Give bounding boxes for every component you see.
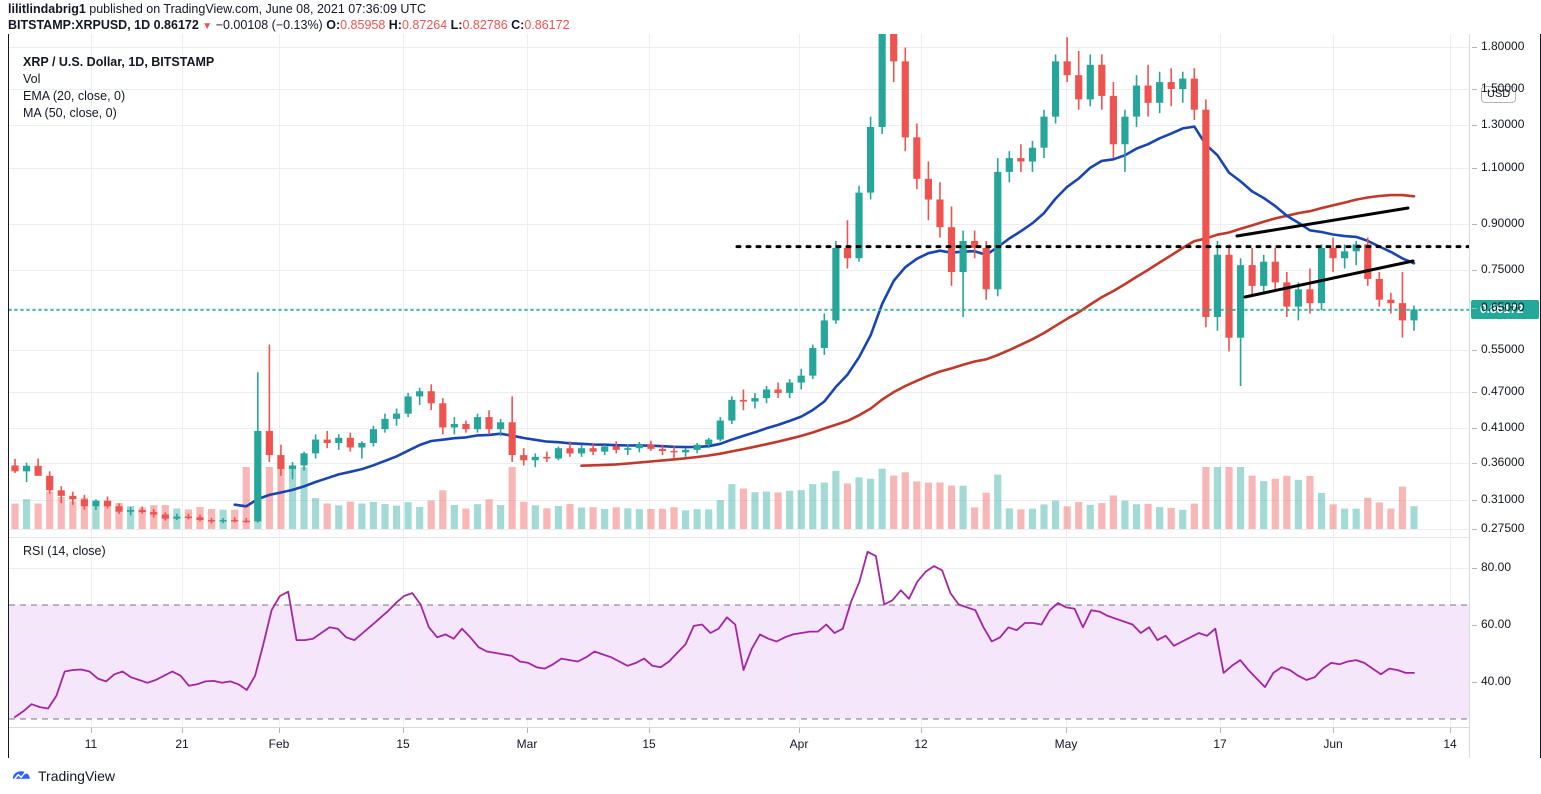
tick-dash [1472,463,1477,464]
currency-badge: USD [1481,86,1517,103]
chart-frame: 11 21 Feb 15 Mar 15 Apr 12 May 17 Jun 14 XRP / U.S.… [0,34,1541,758]
open-value: 0.85958 [340,18,386,32]
chart-header: lilitlindabrig1 published on TradingView… [0,0,1541,34]
price-axis-tick-label: 1.30000 [1481,117,1525,131]
time-axis-tick-label[interactable]: Apr [789,737,809,751]
tick-dash [1472,89,1477,90]
time-axis-tick-label[interactable]: 14 [1443,737,1457,751]
time-axis-tick-label[interactable]: 15 [642,737,656,751]
high-label: H: [388,18,402,32]
time-axis-tick-mark [1220,728,1221,733]
price-pane[interactable] [9,34,1470,537]
last-price: 0.86172 [153,18,199,32]
price-axis-tick-label: 0.75000 [1481,262,1525,276]
price-axis-tick-label: 0.65000 [1481,300,1525,314]
close-value: 0.86172 [524,18,570,32]
current-price-tag: 0.86172 [1471,299,1539,319]
time-axis-tick-label[interactable]: Mar [516,737,538,751]
time-axis-tick-mark [1066,728,1067,733]
tick-dash [1472,625,1477,626]
ema20-line [233,125,1416,508]
tick-dash [1472,682,1477,683]
ma50-line [580,193,1416,467]
time-axis-tick-label[interactable]: Feb [268,737,290,751]
tick-dash [1472,428,1477,429]
author-name: lilitlindabrig1 [8,2,86,16]
price-axis-tick-label: 1.80000 [1481,39,1525,53]
time-axis-tick-mark [279,728,280,733]
plot-area[interactable]: 11 21 Feb 15 Mar 15 Apr 12 May 17 Jun 14 XRP / U.S.… [8,34,1470,759]
change-absolute: −0.00108 [215,18,269,32]
price-candlestick-svg [9,34,1470,537]
candlesticks [11,34,1418,524]
price-axis-tick-label: 0.36000 [1481,455,1525,469]
time-axis-tick-mark [649,728,650,733]
low-label: L: [450,18,463,32]
down-arrow-icon: ▼ [202,21,213,32]
tick-dash [1472,529,1477,530]
tradingview-watermark: TradingView [10,765,115,787]
low-value: 0.82786 [462,18,508,32]
tradingview-logo-icon [12,771,30,780]
time-axis-tick-label[interactable]: 12 [914,737,928,751]
time-axis-tick-mark [403,728,404,733]
time-axis-tick-label[interactable]: Jun [1323,737,1343,751]
price-axis-tick-label: 1.10000 [1481,160,1525,174]
time-axis-tick-label[interactable]: 15 [396,737,410,751]
tick-dash [1472,350,1477,351]
time-axis-tick-mark [1450,728,1451,733]
time-axis[interactable]: 11 21 Feb 15 Mar 15 Apr 12 May 17 Jun 14 [9,727,1470,759]
rsi-axis-tick-label: 60.00 [1481,617,1512,631]
published-text: published on TradingView.com, June 08, 2… [89,2,427,16]
tick-dash [1472,568,1477,569]
rsi-band [9,604,1470,719]
close-label: C: [511,18,525,32]
tick-dash [1472,47,1477,48]
pane-divider [9,537,1469,538]
tick-dash [1472,270,1477,271]
tick-dash [1472,125,1477,126]
change-percent: (−0.13%) [271,18,323,32]
quote-line: BITSTAMP:XRPUSD, 1D 0.86172 ▼ −0.00108 (… [8,17,1541,35]
time-axis-tick-label[interactable]: 21 [175,737,189,751]
time-axis-tick-mark [921,728,922,733]
annotation-trendline [1235,206,1410,238]
rsi-pane[interactable] [9,539,1470,727]
symbol-label: BITSTAMP:XRPUSD, 1D [8,18,151,32]
time-axis-tick-mark [799,728,800,733]
tick-dash [1472,308,1477,309]
time-axis-tick-mark [91,728,92,733]
tick-dash [1472,392,1477,393]
rsi-axis-tick-label: 80.00 [1481,560,1512,574]
tick-dash [1472,224,1477,225]
price-axis[interactable]: USD 0.86172 1.80000 1.50000 1.30000 1.10000… [1469,34,1541,758]
price-axis-tick-label: 0.47000 [1481,384,1525,398]
time-axis-tick-mark [1333,728,1334,733]
time-axis-tick-label[interactable]: 17 [1213,737,1227,751]
time-axis-tick-label[interactable]: May [1054,737,1078,751]
time-axis-tick-label[interactable]: 11 [84,737,98,751]
time-axis-tick-mark [527,728,528,733]
tradingview-wordmark: TradingView [38,768,116,784]
high-value: 0.87264 [401,18,448,32]
publication-line: lilitlindabrig1 published on TradingView… [8,2,1541,17]
time-axis-tick-mark [182,728,183,733]
tick-dash [1472,168,1477,169]
tick-dash [1472,500,1477,501]
open-label: O: [326,18,341,32]
price-axis-tick-label: 0.27500 [1481,521,1525,535]
price-axis-tick-label: 0.41000 [1481,420,1525,434]
price-axis-tick-label: 1.50000 [1481,81,1525,95]
rsi-line-svg [9,539,1470,727]
price-axis-tick-label: 0.31000 [1481,492,1525,506]
price-axis-tick-label: 0.55000 [1481,342,1525,356]
price-axis-tick-label: 0.90000 [1481,216,1525,230]
rsi-line [14,550,1415,718]
rsi-axis-tick-label: 40.00 [1481,674,1512,688]
annotation-trendline [1243,259,1415,299]
